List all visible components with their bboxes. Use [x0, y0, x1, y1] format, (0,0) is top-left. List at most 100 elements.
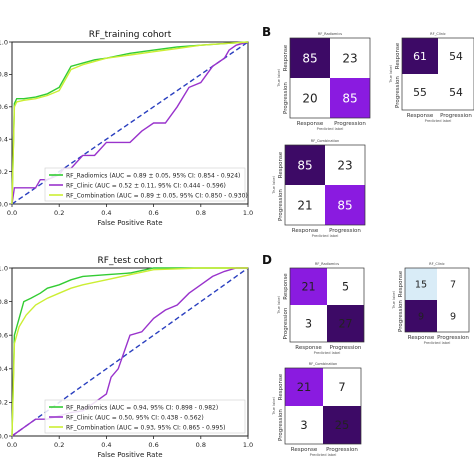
cm-d-radiomics-title: RF_Radiomics [315, 262, 339, 266]
cm-b-combination-row-label: Progression [278, 189, 284, 221]
cm-b-combination-matrix: RF_Combination 85 23 21 85 Response Progressio… [272, 139, 366, 238]
cm-d-radiomics-row-label: Progression [283, 307, 289, 339]
cm-b-combination-cell [285, 145, 325, 185]
roc-training-series-clinic [11, 41, 249, 205]
roc-test-xtick-label: 0.6 [148, 441, 158, 449]
cm-b-clinic-frame [401, 37, 474, 111]
cm-b-radiomics-cell [290, 78, 330, 118]
cm-b-clinic-title: RF_Clinic [430, 32, 446, 36]
cm-b-clinic-row-label: Response [395, 42, 401, 69]
cm-b-radiomics-col-label: Response [297, 121, 324, 127]
cm-b-clinic-ylabel: True label [389, 65, 393, 83]
cm-d-radiomics-ylabel: True label [277, 296, 281, 314]
cm-d-combination-title: RF_Combination [309, 362, 337, 366]
roc-training-ytick-label: 0.4 [0, 136, 8, 144]
cm-d-combination-cell [323, 368, 361, 406]
roc-test-ytick-label: 0.4 [0, 365, 8, 373]
roc-test-series-radiomics [11, 267, 248, 437]
panel-label-d: D [262, 253, 272, 267]
roc-training-legend-box [44, 167, 246, 202]
roc-test-xtick-label: 0.2 [54, 441, 64, 449]
cm-d-combination-cell [285, 406, 323, 444]
cm-b-clinic-cell [402, 74, 438, 110]
cm-d-combination-row-label: Progression [278, 409, 284, 441]
cm-b-radiomics-row-label: Response [283, 44, 289, 71]
cm-d-clinic-col-label: Response [408, 335, 435, 341]
cm-d-radiomics-cell-value: 21 [301, 280, 315, 293]
cm-b-combination-cell-value: 23 [337, 158, 352, 172]
cm-b-clinic-cell [402, 38, 438, 74]
cm-b-radiomics-cell-value: 85 [342, 91, 357, 105]
cm-d-clinic-cell-value: 9 [450, 311, 456, 322]
roc-training-series-combination [11, 41, 249, 205]
roc-training-xtick-label: 0.4 [101, 209, 111, 217]
cm-d-combination-cell-value: 21 [297, 380, 312, 394]
cm-d-combination-cell [323, 406, 361, 444]
roc-training-ytick-label: 1.0 [0, 38, 8, 46]
cm-b-combination-frame [284, 144, 366, 226]
cm-d-radiomics-xlabel: Predicted label [314, 351, 341, 355]
cm-d-clinic-cell [437, 300, 469, 332]
cm-b-combination-cell-value: 85 [337, 198, 352, 212]
cm-d-combination-cell-value: 3 [300, 418, 307, 432]
cm-b-clinic-row-label: Progression [395, 76, 401, 108]
cm-d-radiomics-cell-value: 5 [342, 280, 349, 293]
cm-b-radiomics-cell-value: 85 [302, 51, 317, 65]
cm-d-clinic-ylabel: True label [392, 291, 396, 309]
roc-training-xtick-label: 0.2 [54, 209, 64, 217]
cm-d-clinic-cell-value: 15 [415, 279, 427, 290]
cm-d-radiomics-cell-value: 27 [338, 317, 352, 330]
cm-b-combination-cell-value: 21 [297, 198, 312, 212]
roc-training-legend-label-clinic: RF_Clinic (AUC = 0.52 ± 0.11, 95% CI: 0.… [66, 182, 226, 189]
cm-d-clinic-cell [405, 268, 437, 300]
cm-b-clinic-cell-value: 61 [413, 50, 427, 63]
cm-b-combination-col-label: Response [292, 228, 319, 234]
cm-d-combination-cell-value: 7 [338, 380, 345, 394]
cm-d-clinic-row-label: Response [398, 270, 404, 297]
cm-b-combination-col-label: Progression [329, 228, 361, 234]
cm-d-radiomics-cell [290, 305, 327, 342]
cm-d-combination-ylabel: True label [272, 397, 276, 415]
cm-d-radiomics-cell-value: 3 [305, 317, 312, 330]
roc-test-xtick-label: 1.0 [243, 441, 253, 449]
roc-test-legend-label-clinic: RF_Clinic (AUC = 0.50, 95% CI: 0.438 - 0… [66, 414, 204, 421]
roc-test-chart: RF_test cohort 0.0 0.2 0.4 0.6 0.8 1.0 0.0 0.2 0.… [0, 256, 253, 459]
cm-d-clinic-col-label: Progression [437, 335, 469, 341]
roc-training-legend-label-radiomics: RF_Radiomics (AUC = 0.89 ± 0.05, 95% CI:… [66, 172, 240, 179]
cm-b-clinic-cell [438, 38, 474, 74]
cm-d-clinic-cell-value: 7 [450, 279, 456, 290]
cm-b-radiomics-ylabel: True label [277, 69, 281, 87]
roc-test-legend-label-radiomics: RF_Radiomics (AUC = 0.94, 95% CI: 0.898 … [66, 404, 218, 411]
cm-d-radiomics-col-label: Progression [330, 345, 362, 351]
cm-d-radiomics-row-label: Response [283, 273, 289, 300]
cm-d-radiomics-frame [289, 267, 365, 343]
cm-b-radiomics-frame [289, 37, 371, 119]
cm-b-clinic-col-label: Progression [440, 113, 472, 119]
roc-training-xtick-label: 0.0 [7, 209, 17, 217]
cm-d-radiomics-cell [327, 305, 364, 342]
cm-d-combination-col-label: Progression [326, 447, 358, 453]
cm-b-combination-row-label: Response [278, 151, 284, 178]
cm-d-clinic-frame [404, 267, 470, 333]
cm-b-combination-cell [325, 145, 365, 185]
panel-label-b: B [262, 25, 271, 39]
roc-training-ytick-label: 0.8 [0, 71, 8, 79]
roc-test-ytick-label: 0.8 [0, 298, 8, 306]
cm-b-radiomics-cell-value: 20 [302, 91, 317, 105]
cm-b-radiomics-cell [290, 38, 330, 78]
roc-training-xlabel: False Positive Rate [97, 219, 162, 227]
cm-b-clinic-cell [438, 74, 474, 110]
roc-training-ytick-label: 0.2 [0, 168, 8, 176]
roc-test-ytick-label: 0.6 [0, 332, 8, 340]
cm-b-combination-ylabel: True label [272, 176, 276, 194]
cm-b-radiomics-cell [330, 78, 370, 118]
roc-test-series-combination [11, 267, 248, 437]
roc-test-xtick-label: 0.0 [7, 441, 17, 449]
cm-b-clinic-cell-value: 54 [449, 86, 463, 99]
roc-test-ytick-label: 0.0 [0, 432, 8, 440]
cm-b-radiomics-title: RF_Radiomics [318, 32, 342, 36]
cm-b-combination-xlabel: Predicted label [312, 234, 339, 238]
